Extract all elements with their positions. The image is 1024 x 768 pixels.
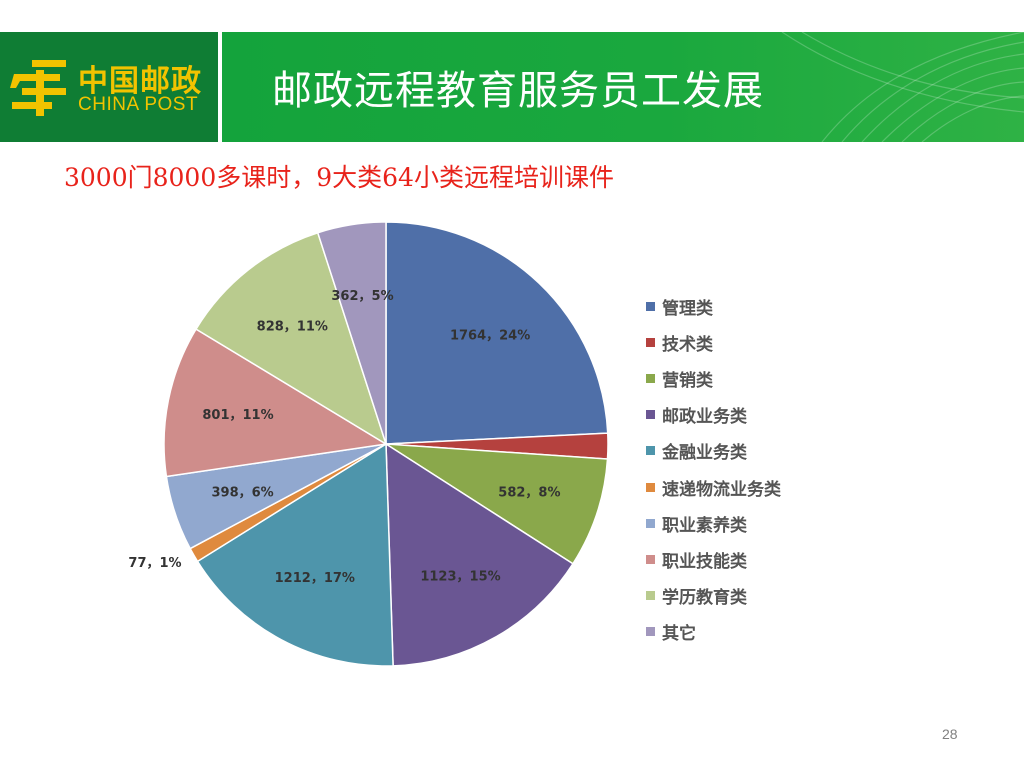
pie-slice-3 — [385, 442, 574, 667]
legend-item: 邮政业务类 — [646, 397, 826, 433]
legend-item: 速递物流业务类 — [646, 469, 826, 505]
legend-swatch — [646, 446, 655, 456]
slide-header: 中国邮政 CHINA POST 邮政远程教育服务员工发展 — [0, 32, 1024, 142]
legend-item: 金融业务类 — [646, 433, 826, 469]
pie-data-labels: 1764，24% 582，8% 1123，15% 1212，17% 77，1% 398，6… — [128, 289, 560, 586]
legend-label: 速递物流业务类 — [662, 479, 781, 500]
legend-label: 技术类 — [662, 334, 713, 355]
legend-item: 其它 — [646, 614, 826, 650]
legend-label: 学历教育类 — [662, 588, 747, 609]
pie-slice-7 — [163, 328, 389, 478]
legend-label: 营销类 — [662, 370, 713, 391]
legend-item: 管理类 — [646, 288, 826, 324]
legend-label: 其它 — [662, 624, 696, 645]
pie-data-label-8: 828，11% — [257, 320, 328, 335]
pie-data-label-3: 1123，15% — [420, 569, 500, 584]
pie-data-label-7: 801，11% — [202, 408, 273, 423]
legend-swatch — [646, 554, 655, 564]
legend-item: 营销类 — [646, 360, 826, 396]
chart-subtitle: 3000门8000多课时，9大类64小类远程培训课件 — [64, 163, 614, 192]
logo-chinese-text: 中国邮政 — [78, 64, 202, 99]
pie-slice-0 — [385, 221, 609, 445]
pie-slice-4 — [196, 442, 394, 667]
page-number: 28 — [942, 726, 958, 742]
pie-data-label-6: 398，6% — [211, 485, 273, 500]
pie-data-label-5: 77，1% — [128, 556, 181, 571]
pie-data-label-9: 362，5% — [331, 289, 393, 304]
legend-label: 金融业务类 — [662, 443, 747, 464]
pie-slice-9 — [316, 221, 387, 445]
legend-swatch — [646, 591, 655, 601]
legend-swatch — [646, 301, 655, 311]
pie-slice-2 — [385, 443, 609, 565]
legend-swatch — [646, 627, 655, 637]
legend-swatch — [646, 482, 655, 492]
legend-label: 职业素养类 — [662, 515, 747, 536]
logo-english-text: CHINA POST — [78, 94, 199, 115]
legend-swatch — [646, 337, 655, 347]
legend-label: 职业技能类 — [662, 551, 747, 572]
title-band: 邮政远程教育服务员工发展 — [222, 32, 1024, 142]
china-post-emblem-icon — [10, 60, 66, 116]
legend-item: 职业素养类 — [646, 505, 826, 541]
legend-label: 管理类 — [662, 298, 713, 319]
legend-item: 学历教育类 — [646, 578, 826, 614]
legend-swatch — [646, 373, 655, 383]
legend-item: 技术类 — [646, 324, 826, 360]
pie-slice-8 — [195, 231, 388, 446]
china-post-logo: 中国邮政 CHINA POST — [0, 32, 218, 142]
page-title: 邮政远程教育服务员工发展 — [272, 68, 764, 114]
legend-label: 邮政业务类 — [662, 407, 747, 428]
pie-data-label-0: 1764，24% — [450, 329, 530, 344]
legend-item: 职业技能类 — [646, 541, 826, 577]
pie-data-label-2: 582，8% — [498, 485, 560, 500]
chart-legend: 管理类技术类营销类邮政业务类金融业务类速递物流业务类 职业素养类职业技能类学历教育… — [646, 288, 826, 650]
pie-slices — [163, 221, 609, 667]
pie-data-label-4: 1212，17% — [275, 571, 355, 586]
decorative-curves — [781, 32, 1024, 142]
legend-swatch — [646, 518, 655, 528]
header-divider — [218, 32, 222, 142]
legend-swatch — [646, 410, 655, 420]
